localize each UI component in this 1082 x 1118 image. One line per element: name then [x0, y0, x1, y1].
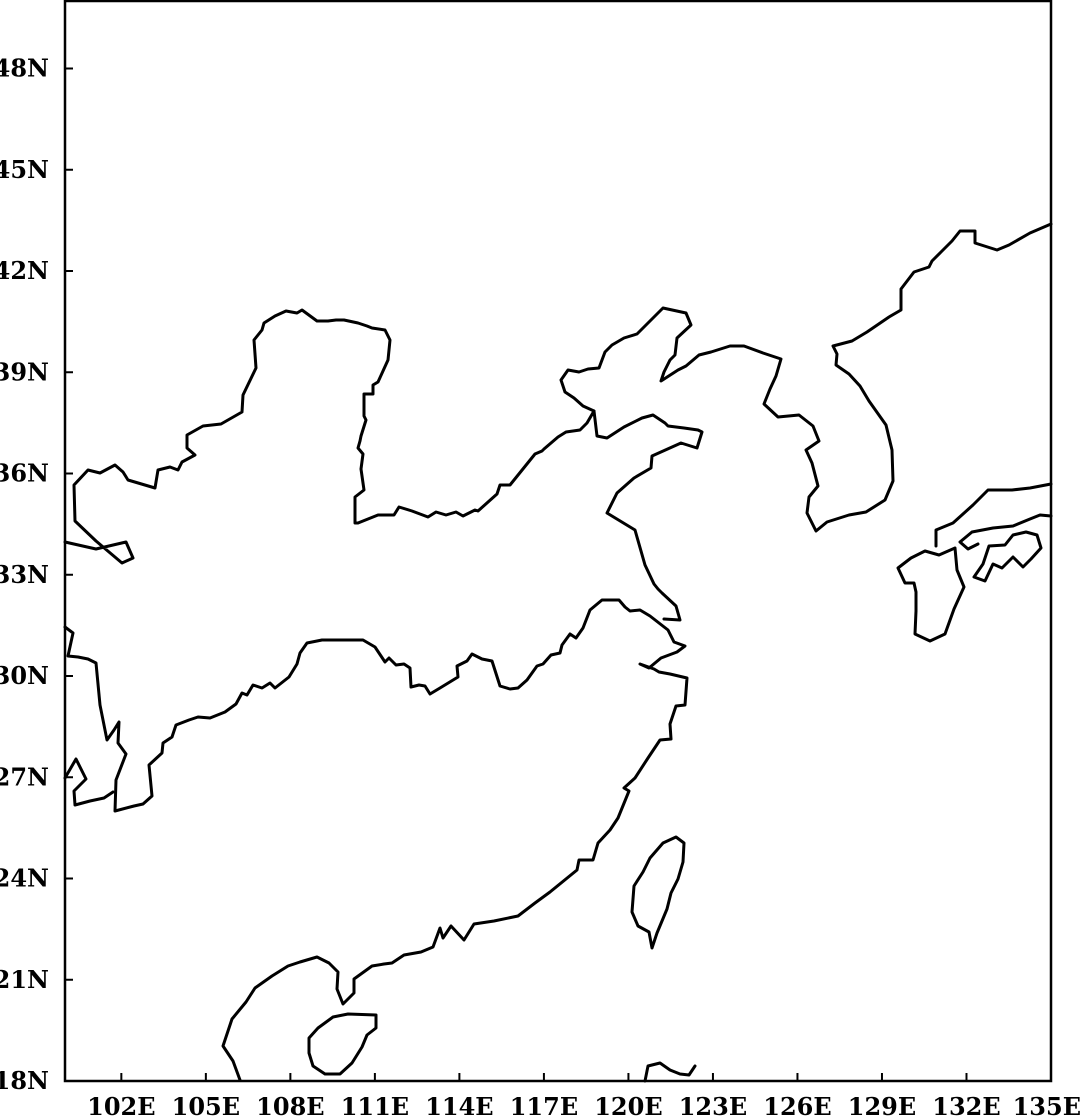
lat-tick-label: 48N [0, 54, 49, 83]
lat-tick-label: 42N [0, 256, 49, 285]
yangtze-region-outline [63, 598, 689, 1082]
coastlines-and-borders [63, 222, 1053, 1083]
longitude-ticks: 102E 105E 108E 111E 114E 117E 120E 123E 126E 129E… [87, 1073, 1081, 1118]
lon-tick-label: 123E [679, 1092, 747, 1118]
lat-tick-label: 24N [0, 864, 49, 893]
hainan-island [307, 1012, 378, 1076]
lon-tick-label: 117E [510, 1092, 578, 1118]
lat-tick-label: 36N [0, 459, 49, 488]
kyushu-island [896, 546, 966, 643]
map-frame [63, 0, 1053, 1083]
lat-tick-label: 30N [0, 661, 49, 690]
lon-tick-label: 132E [932, 1092, 1000, 1118]
lon-tick-label: 120E [594, 1092, 662, 1118]
lat-tick-label: 18N [0, 1066, 49, 1095]
shikoku-southern [972, 530, 1043, 583]
lat-tick-label: 45N [0, 155, 49, 184]
latitude-ticks: 18N 21N 24N 27N 30N 33N 36N 39N 42N 45N 48N [0, 54, 73, 1095]
lon-tick-label: 105E [172, 1092, 240, 1118]
luzon-north [643, 1061, 697, 1083]
lat-tick-label: 27N [0, 762, 49, 791]
lat-tick-label: 21N [0, 965, 49, 994]
honshu-coast [934, 482, 1053, 548]
lon-tick-label: 111E [341, 1092, 409, 1118]
lon-tick-label: 108E [256, 1092, 324, 1118]
lon-tick-label: 114E [425, 1092, 493, 1118]
lon-tick-label: 135E [1013, 1092, 1081, 1118]
lon-tick-label: 129E [848, 1092, 916, 1118]
sw-border-west [63, 757, 115, 807]
lat-tick-label: 39N [0, 357, 49, 386]
lat-tick-label: 33N [0, 560, 49, 589]
taiwan-island [630, 835, 686, 950]
northern-region-outline [63, 308, 704, 622]
shikoku-island [958, 513, 1053, 551]
lon-tick-label: 102E [87, 1092, 155, 1118]
lon-tick-label: 126E [763, 1092, 831, 1118]
bohai-coast [559, 222, 1053, 533]
